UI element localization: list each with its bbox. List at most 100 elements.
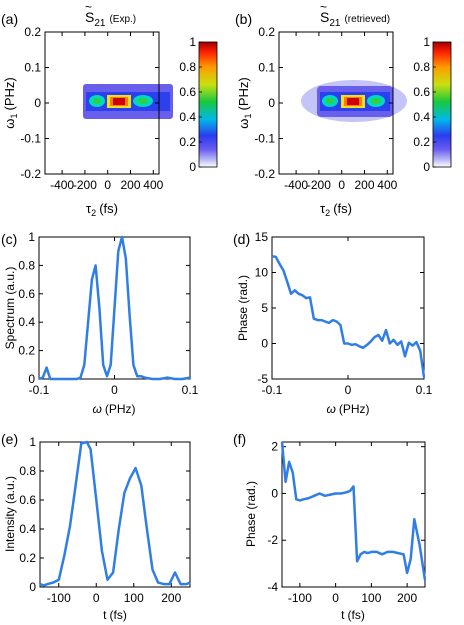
- panel-f-series-line: [280, 441, 427, 581]
- heatmap-b-right-core: [371, 98, 381, 104]
- panel-d-xlabel: ω (PHz): [326, 402, 369, 416]
- panel-e-ytick-label: 0.2: [19, 551, 36, 565]
- panel-b-ylabel-sub: 1: [243, 114, 253, 119]
- panel-d-label: (d): [233, 231, 250, 247]
- panel-b-xlabel-main: τ: [320, 201, 326, 216]
- panel-b-colorbar-tick-label: 0.2: [413, 135, 430, 149]
- panel-d-xtick-label: 0: [345, 383, 352, 397]
- panel-c-ytick-label: 0.8: [18, 258, 35, 272]
- panel-b-ylabel-main: ω: [236, 119, 251, 129]
- panel-a-colorbar-tick-label: 0.2: [179, 135, 196, 149]
- panel-e-ylabel: Intensity (a.u.): [3, 476, 17, 552]
- panel-c-ytick-label: 0.4: [18, 315, 35, 329]
- chart-marks: -400-200 0 200 400-0.2-0.100.10.200.20.40.6…: [18, 25, 436, 605]
- panel-b-heatmap: [301, 80, 407, 122]
- panel-e-xtick-label: -100: [47, 591, 71, 605]
- panel-f: (f) t (fs) Phase (rad.): [233, 431, 426, 622]
- panel-e-xtick-label: 100: [124, 591, 144, 605]
- panel-a-ytick-label: -0.2: [20, 167, 41, 181]
- panel-c-label: (c): [1, 231, 17, 247]
- panel-f-ytick-label: 2: [271, 440, 278, 454]
- panel-f-ytick-label: 0: [271, 486, 278, 500]
- panel-d-axes: [271, 236, 425, 380]
- panel-d-series-line: [271, 254, 426, 378]
- heatmap-right-core: [138, 98, 148, 104]
- panel-b-colorbar-tick-label: 0.4: [413, 110, 430, 124]
- panel-b-xtick-label: 0: [338, 178, 345, 192]
- panel-e-ytick-label: 1: [29, 435, 36, 449]
- panel-a-title-main: S: [85, 9, 94, 25]
- panel-b-ytick-label: 0: [268, 96, 275, 110]
- panel-b-title: S21 (retrieved): [320, 9, 390, 29]
- panel-e-ytick-label: 0.8: [19, 464, 36, 478]
- panel-b-ytick-label: -0.1: [254, 132, 275, 146]
- panel-f-ytick-label: -2: [267, 533, 278, 547]
- panel-c-ytick-label: 0.6: [18, 287, 35, 301]
- panel-a-colorbar: [198, 41, 218, 168]
- panel-d-ylabel: Phase (rad.): [236, 275, 250, 341]
- heatmap-center-peak: [113, 98, 125, 105]
- panel-f-xtick-label: 0: [332, 591, 339, 605]
- panel-a-xtick-label: 200: [120, 178, 140, 192]
- panel-a-title-sub: 21: [94, 18, 106, 29]
- panel-b-colorbar-tick-label: 0: [423, 160, 430, 174]
- panel-a-xtick-label: 400: [143, 178, 163, 192]
- panel-a-ylabel: ω1 (PHz): [2, 77, 19, 128]
- panel-a-colorbar-tick-label: 1: [189, 35, 196, 49]
- panel-f-xlabel: t (fs): [341, 608, 365, 622]
- panel-c-ylabel: Spectrum (a.u.): [3, 267, 17, 350]
- panel-d-ytick-label: 0: [261, 337, 268, 351]
- panel-a-colorbar-tick-label: 0.6: [179, 85, 196, 99]
- panel-c-ytick-label: 0.2: [18, 344, 35, 358]
- panel-a-xlabel: τ2 (fs): [86, 201, 118, 218]
- panel-a-colorbar-tick-label: 0: [189, 160, 196, 174]
- panel-b-xtick-label: -400: [284, 178, 308, 192]
- panel-f-xlabel-unit: (fs): [348, 608, 365, 622]
- colorbar-a: [198, 41, 218, 168]
- panel-f-label: (f): [233, 431, 246, 447]
- panel-c-xtick-label: -0.1: [29, 383, 50, 397]
- panel-e-ytick-label: 0.6: [19, 493, 36, 507]
- panel-c-xlabel: ω (PHz): [92, 402, 135, 416]
- panel-a: (a) S21 (Exp.) ~ τ2 (fs) ω1(PHz): [1, 0, 218, 218]
- panel-a-xtick-label: 0: [104, 178, 111, 192]
- panel-b-colorbar-tick-label: 1: [423, 35, 430, 49]
- panel-a-title: S21 (Exp.): [85, 9, 136, 29]
- panel-b-xlabel-sub: 2: [325, 208, 330, 218]
- panel-f-xtick-label: -100: [288, 591, 312, 605]
- panel-b-label: (b): [235, 11, 252, 27]
- panel-a-label: (a): [1, 11, 18, 27]
- panel-d-ytick-label: 5: [261, 301, 268, 315]
- panel-f-xtick-label: 200: [397, 591, 417, 605]
- panel-c-xtick-label: 0.1: [182, 383, 199, 397]
- panel-a-xlabel-main: τ: [86, 201, 92, 216]
- panel-f-xtick-label: 100: [361, 591, 381, 605]
- panel-b-ytick-label: 0.1: [258, 61, 275, 75]
- panel-e: (e) t (fs) Intensity (a.u.): [1, 431, 191, 622]
- panel-e-series-line: [39, 440, 191, 587]
- panel-e-xlabel-main: t: [103, 608, 107, 622]
- panel-e-ytick-label: 0: [29, 580, 36, 594]
- panel-d-xtick-label: 0.1: [416, 383, 433, 397]
- panel-b-ylabel: ω1 (PHz): [236, 77, 253, 128]
- panel-c-xlabel-unit: (PHz): [105, 402, 136, 416]
- panel-d-xtick-label: -0.1: [262, 383, 283, 397]
- colorbar-b: [432, 41, 452, 168]
- panel-e-xlabel: t (fs): [103, 608, 127, 622]
- panel-b-ytick-label: 0.2: [258, 25, 275, 39]
- panel-c-ytick-label: 1: [28, 230, 35, 244]
- panel-e-axes: [39, 441, 191, 588]
- panel-b-xtick-label: 200: [354, 178, 374, 192]
- panel-a-ytick-label: 0.1: [24, 61, 41, 75]
- panel-b-colorbar-tick-label: 0.6: [413, 85, 430, 99]
- panel-f-axes: [281, 441, 426, 588]
- panel-f-ylabel: Phase (rad.): [244, 481, 258, 547]
- panel-a-ytick-label: -0.1: [20, 132, 41, 146]
- panel-b-xlabel-unit: (fs): [333, 201, 352, 216]
- panel-b-xtick-label: -200: [307, 178, 331, 192]
- panel-b-colorbar-tick-label: 0.8: [413, 60, 430, 74]
- panel-d-xlabel-unit: (PHz): [339, 402, 370, 416]
- panel-b-title-main: S: [320, 9, 329, 25]
- panel-a-xtick-label: -400: [50, 178, 74, 192]
- panel-a-ytick-label: 0.2: [24, 25, 41, 39]
